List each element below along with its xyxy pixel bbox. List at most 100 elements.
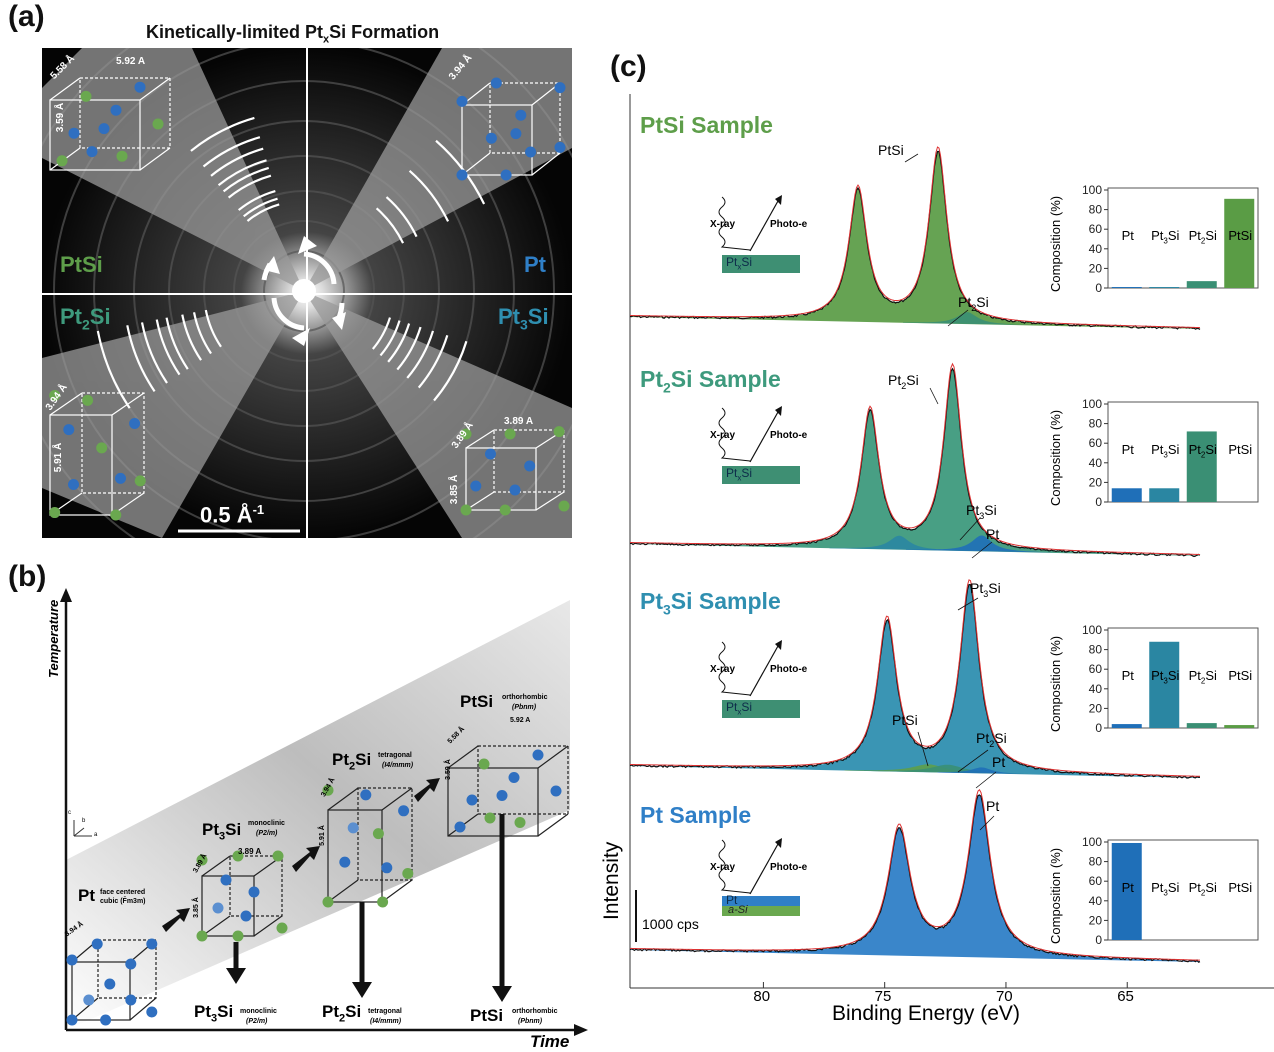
scale-1000cps: 1000 cps (642, 916, 699, 932)
y-tick-label: 60 (1089, 874, 1103, 888)
inset-ylabel: Composition (%) (1048, 409, 1063, 506)
atom (125, 958, 137, 970)
stage-pt2si-group: (I4/mmm) (382, 762, 414, 769)
atom (550, 785, 562, 797)
data-line (629, 367, 1201, 558)
atom (456, 95, 468, 107)
leader-line (959, 517, 981, 541)
layer-label: PtxSi (726, 255, 753, 272)
diffraction-arc (165, 317, 189, 370)
product-pt2si-group: (I4/mmm) (370, 1018, 402, 1025)
composition-bar (1111, 842, 1142, 940)
photo-electron-arrow (749, 645, 779, 697)
atom (466, 794, 478, 806)
inset-ylabel: Composition (%) (1048, 847, 1063, 944)
diffraction-arc (406, 330, 435, 379)
crystal-cell (456, 77, 566, 181)
diffraction-arc (217, 159, 267, 187)
atom (372, 828, 384, 840)
atom (478, 758, 490, 770)
atom (146, 938, 158, 950)
y-tick-label: 40 (1089, 894, 1103, 908)
diffraction-arc (155, 319, 181, 376)
sample-title-ptsi: PtSi Sample (640, 112, 773, 138)
atom (134, 81, 146, 93)
peak-fill (630, 151, 1200, 329)
composition-bar (1186, 723, 1217, 728)
y-tick-label: 0 (1095, 281, 1102, 295)
si-layer (722, 906, 800, 916)
lattice-label: 3.59 Å (55, 102, 67, 133)
atom (398, 805, 410, 817)
atom (232, 930, 244, 942)
atom (460, 504, 472, 516)
diffraction-arc (210, 147, 264, 177)
atom (322, 896, 334, 908)
photo-electron-arrow (749, 200, 779, 252)
product-ptsi-group: (Pbnm) (518, 1018, 543, 1025)
sample-stack: X-ray Photo-e PtxSi (710, 640, 820, 720)
atom (152, 118, 164, 130)
composition-bar (1186, 431, 1217, 502)
atom (504, 428, 516, 440)
bar-label: Pt3Si (1151, 668, 1180, 686)
peak-label: Pt2Si (958, 294, 989, 313)
quadrant-label-pt3si: Pt3Si (498, 304, 549, 333)
atom (86, 146, 98, 158)
sample-title-pt2si: Pt2Si Sample (640, 366, 781, 396)
layer-label: Pt (726, 893, 738, 907)
peak-label: Pt (992, 754, 1006, 770)
diffraction-ring (168, 155, 440, 427)
lattice-label: 5.91 Å (318, 825, 326, 846)
panel-b-label: (b) (8, 560, 47, 593)
atom (115, 472, 126, 484)
envelope-line (629, 146, 1201, 329)
diffraction-arc (385, 196, 418, 238)
component-fill (864, 764, 1032, 775)
panel-b: (b) (0, 560, 600, 1051)
product-pt2si-desc: tetragonal (368, 1008, 402, 1015)
bar-label: PtSi (1228, 228, 1253, 243)
crystal-cell (460, 426, 570, 516)
y-tick-label: 80 (1089, 643, 1103, 657)
y-tick-label: 0 (1095, 495, 1102, 509)
peak-label: PtSi (892, 712, 918, 728)
diffraction-arc (222, 166, 270, 193)
bar-label: Pt (1121, 228, 1134, 243)
stage-pt2si: Pt2Si (332, 750, 372, 773)
bar-label: PtSi (1228, 880, 1253, 895)
atom (496, 790, 508, 801)
crystal-cell (66, 938, 158, 1026)
envelope-line (629, 579, 1201, 777)
xray-label: X-ray (710, 219, 736, 230)
photo-e-label: Photo-e (770, 430, 808, 441)
spectrum (629, 579, 1201, 779)
x-tick-label: 70 (995, 988, 1013, 1005)
layer-label: PtxSi (726, 700, 753, 717)
composition-inset: 0 20 40 60 80 100 Pt Pt3Si Pt2Si PtSi Composition … (1040, 397, 1260, 518)
composition-chart: 0 20 40 60 80 100 (1082, 183, 1259, 295)
atom (196, 854, 208, 866)
atom (322, 784, 334, 796)
diffraction-arc (181, 314, 202, 361)
arrowhead (775, 838, 782, 848)
atom (83, 994, 95, 1006)
panel-c: (c) 1000 cps Intensity Binding Energy (e… (600, 50, 1274, 1051)
crystal-cell (447, 745, 569, 837)
panel-a-label: (a) (8, 0, 45, 33)
bar-label: Pt3Si (1151, 880, 1180, 898)
spectrum (629, 362, 1201, 558)
peak-label: Pt3Si (970, 580, 1001, 599)
arrowhead (775, 195, 782, 205)
atom (485, 132, 497, 144)
component-fill (937, 767, 1026, 774)
atom (110, 104, 122, 116)
atom (515, 109, 527, 121)
composition-bar (1149, 641, 1180, 728)
diffraction-ring (203, 190, 405, 392)
diffraction-arc (96, 330, 131, 409)
inset-ylabel: Composition (%) (1048, 195, 1063, 292)
leader-line (957, 597, 979, 611)
atom (196, 930, 208, 942)
peak-label: Pt2Si (888, 372, 919, 391)
